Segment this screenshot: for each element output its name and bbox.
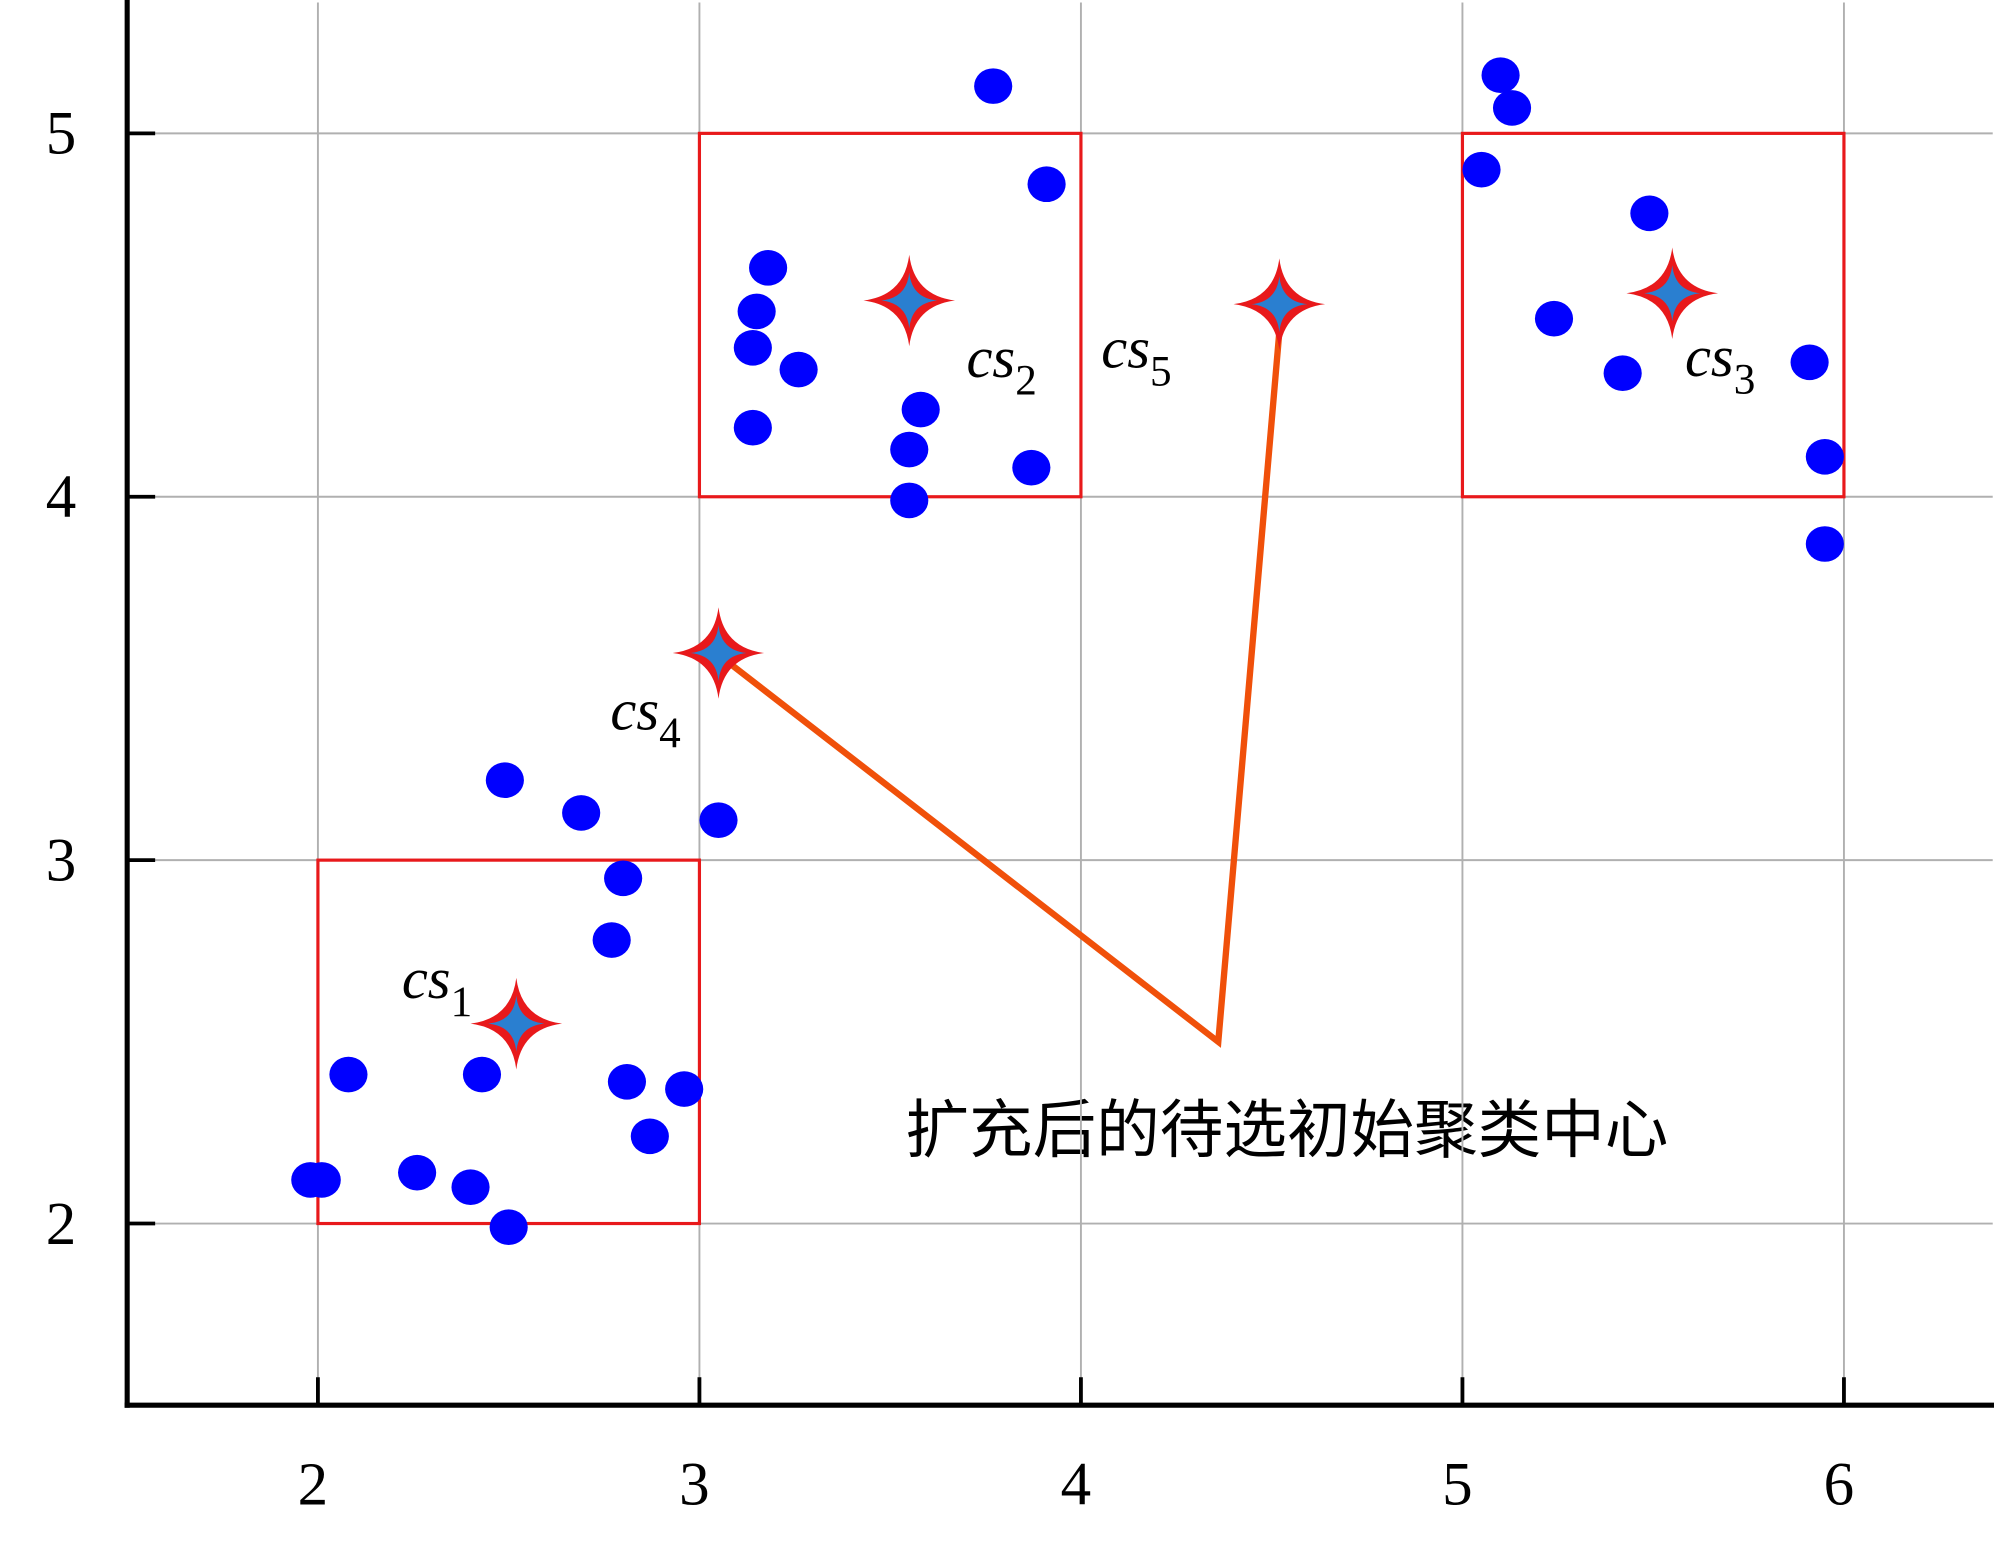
center-star-inner — [1644, 265, 1701, 322]
point — [562, 795, 601, 831]
point — [485, 762, 524, 798]
point — [733, 329, 772, 366]
center-star-inner — [488, 995, 545, 1052]
point — [1492, 90, 1532, 126]
point — [901, 391, 940, 428]
point — [1027, 166, 1066, 203]
center-star-inner — [1251, 276, 1308, 333]
center-star — [863, 254, 956, 347]
point — [890, 482, 929, 519]
center-label-text: cs — [1685, 324, 1734, 389]
point — [489, 1209, 528, 1245]
center-label-sub: 5 — [1150, 348, 1172, 396]
x-tick-label: 2 — [298, 1451, 329, 1518]
center-star-inner — [690, 625, 747, 681]
region-box — [1460, 131, 1846, 499]
center-star — [672, 607, 765, 699]
point — [329, 1056, 368, 1093]
center-label: cs5 — [1101, 316, 1171, 396]
point — [1012, 449, 1051, 486]
x-tick-label: 5 — [1442, 1451, 1473, 1518]
center-label-sub: 3 — [1734, 356, 1756, 404]
y-tick-label: 3 — [46, 827, 77, 894]
center-label-text: cs — [966, 325, 1015, 390]
point — [665, 1071, 704, 1107]
x-tick-label: 4 — [1061, 1451, 1092, 1518]
point — [630, 1118, 669, 1155]
center-label-sub: 4 — [659, 709, 681, 757]
region-box — [697, 131, 1083, 499]
center-label: cs2 — [966, 325, 1036, 405]
center-label: cs3 — [1685, 324, 1755, 404]
point — [1462, 151, 1501, 188]
annotation-text: 扩充后的待选初始聚类中心 — [905, 1093, 1668, 1167]
point — [604, 860, 643, 897]
point — [974, 68, 1013, 104]
center-label-text: cs — [402, 946, 451, 1011]
point — [1805, 438, 1844, 475]
point — [592, 922, 631, 958]
point — [890, 431, 929, 468]
center-star-inner — [881, 272, 938, 329]
center-label-sub: 2 — [1015, 357, 1037, 405]
point — [749, 250, 788, 286]
x-tick-label: 3 — [679, 1451, 710, 1518]
point — [1630, 195, 1669, 232]
y-tick-label: 2 — [46, 1191, 77, 1258]
center-label: cs1 — [402, 946, 472, 1026]
point — [1805, 526, 1844, 562]
point — [737, 293, 776, 330]
annotation-line — [724, 331, 1283, 1048]
point — [1481, 57, 1520, 94]
point — [302, 1162, 341, 1198]
point — [1603, 355, 1642, 392]
point — [398, 1154, 437, 1191]
point — [1534, 300, 1574, 337]
center-label-text: cs — [1101, 316, 1150, 381]
y-tick-label: 5 — [46, 101, 77, 168]
y-tick-label: 4 — [46, 464, 77, 531]
point — [607, 1063, 647, 1100]
point — [699, 802, 738, 838]
point — [733, 409, 772, 446]
center-star — [1233, 258, 1326, 350]
point — [462, 1056, 502, 1093]
point — [779, 351, 818, 388]
center-label: cs4 — [610, 677, 680, 757]
point — [1790, 344, 1829, 381]
x-tick-label: 6 — [1824, 1451, 1855, 1518]
center-label-sub: 1 — [451, 978, 473, 1026]
point — [451, 1169, 490, 1205]
center-star — [470, 977, 563, 1070]
center-star — [1626, 247, 1719, 340]
center-label-text: cs — [610, 677, 659, 742]
